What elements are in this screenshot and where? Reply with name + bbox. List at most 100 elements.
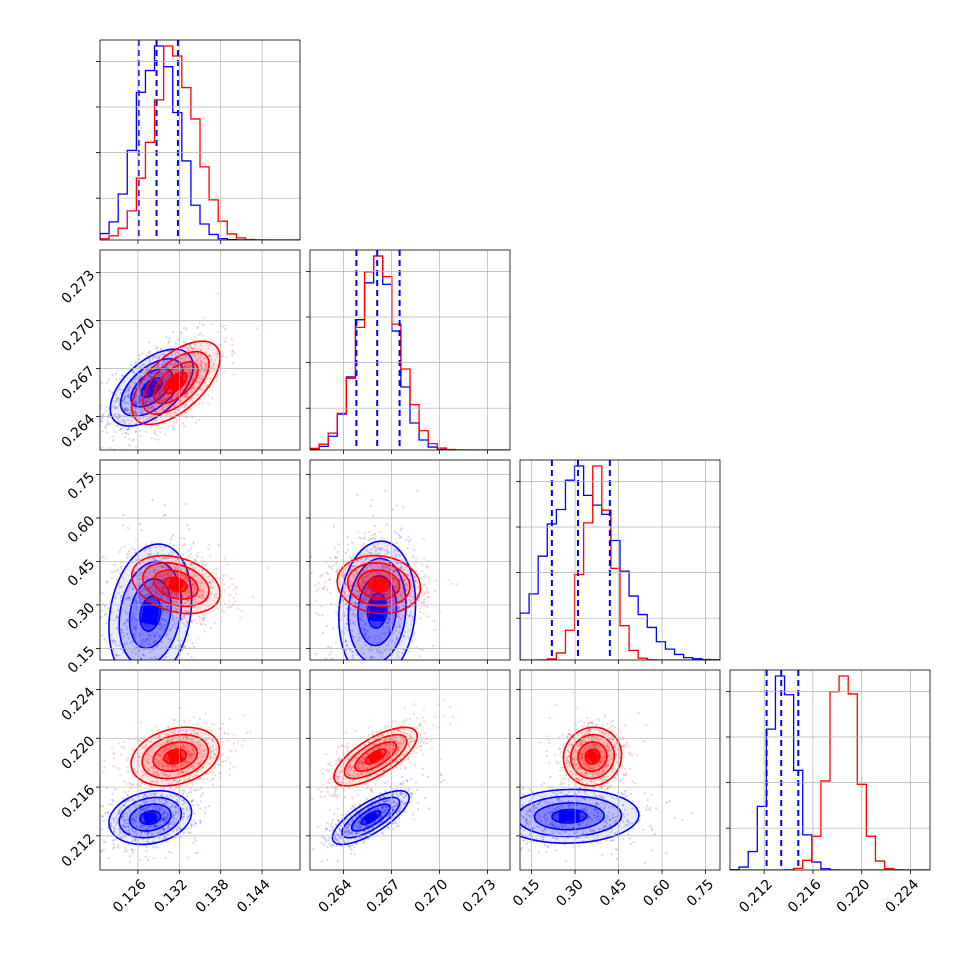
sample-point: [135, 824, 139, 827]
sample-point: [174, 592, 178, 595]
sample-point: [329, 591, 332, 594]
sample-point: [173, 369, 176, 372]
sample-point: [191, 642, 194, 645]
sample-point: [400, 566, 403, 569]
sample-point: [146, 593, 149, 596]
sample-point: [101, 430, 104, 433]
sample-point: [152, 569, 155, 572]
sample-point: [153, 568, 157, 571]
sample-point: [341, 574, 344, 577]
sample-point: [183, 578, 186, 581]
sample-point: [186, 653, 190, 656]
sample-point: [101, 414, 104, 417]
sample-point: [129, 586, 132, 589]
sample-point: [174, 566, 177, 569]
sample-point: [408, 629, 411, 632]
sample-point: [396, 532, 399, 535]
sample-point: [360, 627, 363, 630]
sample-point: [162, 396, 165, 400]
sample-point: [191, 584, 194, 587]
sample-point: [174, 352, 177, 355]
sample-point: [133, 599, 137, 602]
sample-point: [366, 666, 368, 668]
sample-point: [134, 430, 137, 434]
sample-point: [126, 619, 129, 622]
sample-point: [140, 572, 143, 575]
sample-point: [197, 551, 200, 554]
sample-point: [383, 592, 386, 595]
sample-point: [387, 610, 390, 614]
sample-point: [191, 620, 194, 624]
sample-point: [352, 554, 355, 557]
sample-point: [399, 528, 402, 532]
sample-point: [153, 590, 156, 593]
sample-point: [182, 614, 185, 617]
sample-point: [211, 578, 214, 581]
sample-point: [159, 596, 162, 599]
sample-point: [134, 819, 137, 822]
sample-point: [160, 388, 163, 391]
sample-point: [344, 639, 347, 642]
sample-point: [138, 600, 141, 604]
sample-point: [363, 632, 366, 635]
sample-point: [395, 504, 398, 507]
sample-point: [396, 583, 399, 586]
sample-point: [189, 824, 192, 827]
sample-point: [131, 851, 135, 854]
sample-point: [121, 399, 124, 402]
sample-point: [124, 678, 126, 680]
sample-point: [143, 594, 146, 597]
sample-point: [184, 592, 187, 595]
sample-point: [187, 856, 190, 859]
sample-point: [350, 556, 353, 559]
sample-point: [150, 405, 153, 408]
sample-point: [180, 389, 183, 392]
sample-point: [121, 815, 124, 818]
sample-point: [157, 364, 160, 367]
sample-point: [171, 823, 174, 826]
sample-point: [154, 546, 157, 549]
sample-point: [224, 328, 227, 331]
sample-point: [142, 369, 145, 372]
sample-point: [150, 582, 154, 585]
sample-point: [192, 804, 195, 807]
sample-point: [148, 634, 151, 637]
sample-point: [167, 574, 170, 577]
sample-point: [321, 661, 323, 663]
sample-point: [192, 590, 195, 593]
sample-point: [160, 353, 163, 356]
sample-point: [112, 641, 115, 645]
sample-point: [166, 611, 169, 615]
sample-point: [423, 583, 426, 586]
sample-point: [132, 624, 135, 627]
sample-point: [198, 321, 201, 324]
sample-point: [421, 601, 424, 605]
sample-point: [171, 594, 174, 597]
sample-point: [361, 585, 364, 589]
sample-point: [94, 404, 96, 406]
sample-point: [143, 693, 145, 695]
sample-point: [159, 574, 162, 577]
sample-point: [185, 502, 188, 506]
sample-point: [204, 364, 207, 367]
sample-point: [385, 644, 388, 648]
sample-point: [195, 380, 198, 383]
sample-point: [409, 623, 412, 626]
sample-point: [159, 829, 162, 832]
sample-point: [427, 615, 430, 618]
sample-point: [165, 336, 168, 339]
sample-point: [384, 489, 387, 493]
sample-point: [426, 596, 429, 599]
sample-point: [351, 650, 355, 654]
sample-point: [433, 620, 436, 623]
sample-point: [150, 405, 153, 408]
sample-point: [123, 662, 125, 664]
sample-point: [193, 586, 196, 589]
sample-point: [170, 851, 173, 854]
sample-point: [388, 569, 391, 572]
sample-point: [164, 618, 167, 621]
sample-point: [130, 619, 133, 623]
sample-point: [110, 571, 113, 574]
sample-point: [192, 645, 196, 648]
sample-point: [154, 845, 157, 849]
